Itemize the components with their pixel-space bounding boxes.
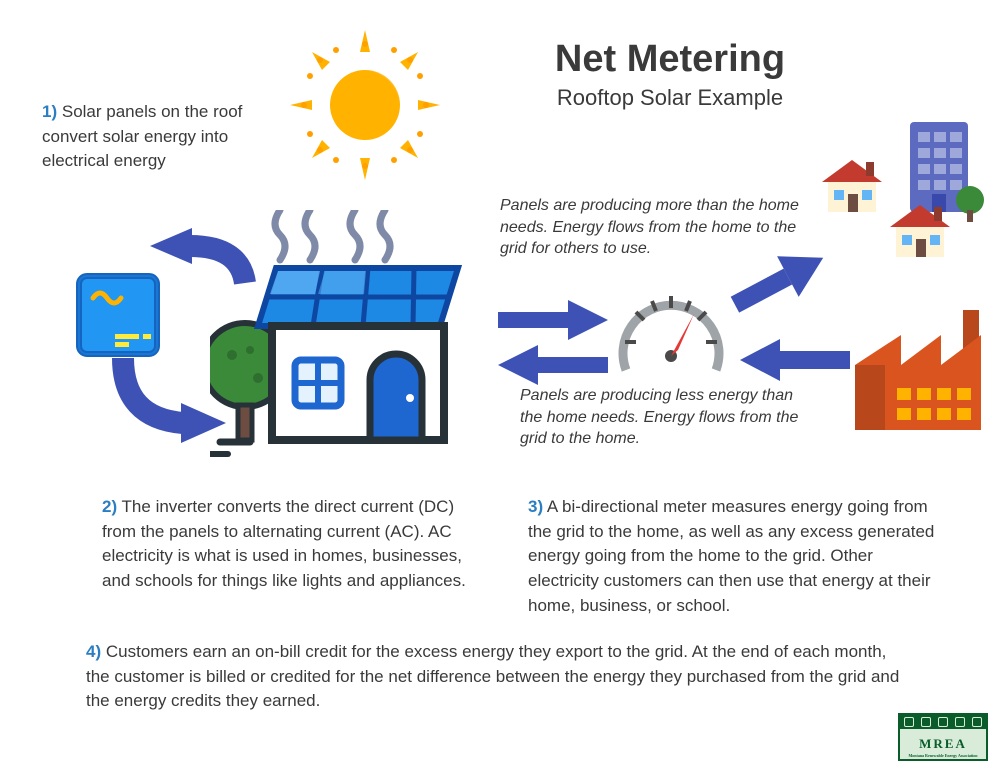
step-3: 3) A bi-directional meter measures energ… (528, 495, 940, 618)
arrow-meter-to-grid-icon (730, 248, 830, 318)
step-1-text: Solar panels on the roof convert solar e… (42, 102, 242, 170)
step-3-number: 3) (528, 497, 543, 516)
step-1: 1) Solar panels on the roof convert sola… (42, 100, 267, 174)
house-with-solar-icon (210, 210, 480, 465)
arrow-grid-to-meter-icon (740, 335, 850, 385)
step-4: 4) Customers earn an on-bill credit for … (86, 640, 906, 714)
step-4-number: 4) (86, 642, 101, 661)
title-main: Net Metering (490, 38, 850, 81)
step-3-text: A bi-directional meter measures energy g… (528, 497, 934, 615)
title-block: Net Metering Rooftop Solar Example (490, 38, 850, 111)
arrow-home-to-meter-icon (498, 300, 608, 340)
logo-subtext: Montana Renewable Energy Association (900, 753, 986, 758)
logo-acronym: MREA (919, 736, 967, 752)
community-icon (820, 120, 985, 265)
mrea-logo: MREA Montana Renewable Energy Associatio… (898, 713, 988, 761)
sun-icon (290, 30, 440, 185)
step-2: 2) The inverter converts the direct curr… (102, 495, 482, 594)
caption-bottom-text: Panels are producing less energy than th… (520, 387, 798, 447)
logo-icon-row (900, 715, 986, 729)
caption-grid-to-home: Panels are producing less energy than th… (520, 385, 810, 450)
step-2-text: The inverter converts the direct current… (102, 497, 466, 590)
step-1-number: 1) (42, 102, 57, 121)
bidirectional-meter-icon (616, 290, 726, 390)
step-2-number: 2) (102, 497, 117, 516)
step-4-text: Customers earn an on-bill credit for the… (86, 642, 899, 710)
title-subtitle: Rooftop Solar Example (490, 85, 850, 111)
logo-text: MREA Montana Renewable Energy Associatio… (900, 729, 986, 759)
arrow-meter-to-home-icon (498, 345, 608, 385)
factory-icon (855, 310, 985, 435)
